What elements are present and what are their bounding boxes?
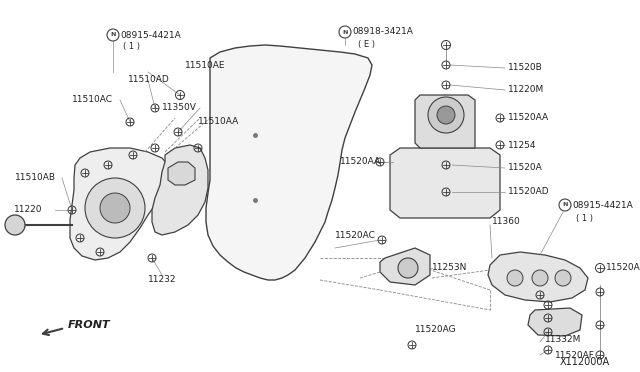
Polygon shape [152, 145, 208, 235]
Circle shape [532, 270, 548, 286]
Circle shape [437, 106, 455, 124]
Text: 11254: 11254 [508, 141, 536, 150]
Circle shape [398, 258, 418, 278]
Circle shape [85, 178, 145, 238]
Text: 11510AD: 11510AD [128, 76, 170, 84]
Text: 08918-3421A: 08918-3421A [352, 28, 413, 36]
Text: 11520AF: 11520AF [555, 350, 595, 359]
Text: 11332M: 11332M [545, 336, 581, 344]
Text: 11520AD: 11520AD [508, 187, 550, 196]
Polygon shape [390, 148, 500, 218]
Text: ( 1 ): ( 1 ) [123, 42, 140, 51]
Text: N: N [110, 32, 116, 38]
Circle shape [339, 26, 351, 38]
Circle shape [559, 199, 571, 211]
Circle shape [107, 29, 119, 41]
Text: 11520A: 11520A [508, 164, 543, 173]
Text: 11220: 11220 [14, 205, 42, 215]
Text: 11510AE: 11510AE [185, 61, 225, 70]
Text: 08915-4421A: 08915-4421A [572, 201, 633, 209]
Polygon shape [380, 248, 430, 285]
Circle shape [428, 97, 464, 133]
Text: 11520B: 11520B [508, 64, 543, 73]
Text: N: N [342, 29, 348, 35]
Polygon shape [206, 45, 372, 280]
Text: 11253N: 11253N [432, 263, 467, 273]
Polygon shape [488, 252, 588, 302]
Text: 11350V: 11350V [162, 103, 197, 112]
Circle shape [555, 270, 571, 286]
Text: FRONT: FRONT [68, 320, 111, 330]
Circle shape [507, 270, 523, 286]
Text: 11520AE: 11520AE [606, 263, 640, 273]
Text: N: N [563, 202, 568, 208]
Text: 11360: 11360 [492, 218, 521, 227]
Text: 11510AB: 11510AB [15, 173, 56, 183]
Text: 11510AA: 11510AA [198, 118, 239, 126]
Polygon shape [528, 308, 582, 336]
Text: 11520AA: 11520AA [340, 157, 381, 167]
Text: ( E ): ( E ) [358, 39, 375, 48]
Text: 11510AC: 11510AC [72, 96, 113, 105]
Polygon shape [168, 162, 195, 185]
Text: X112000A: X112000A [560, 357, 610, 367]
Text: 11520AC: 11520AC [335, 231, 376, 240]
Text: 11220M: 11220M [508, 86, 544, 94]
Text: 08915-4421A: 08915-4421A [120, 31, 180, 39]
Polygon shape [415, 95, 475, 148]
Text: 11520AG: 11520AG [415, 326, 456, 334]
Circle shape [5, 215, 25, 235]
Text: ( 1 ): ( 1 ) [576, 214, 593, 222]
Polygon shape [70, 148, 170, 260]
Text: 11520AA: 11520AA [508, 113, 549, 122]
Circle shape [100, 193, 130, 223]
Text: 11232: 11232 [148, 276, 177, 285]
